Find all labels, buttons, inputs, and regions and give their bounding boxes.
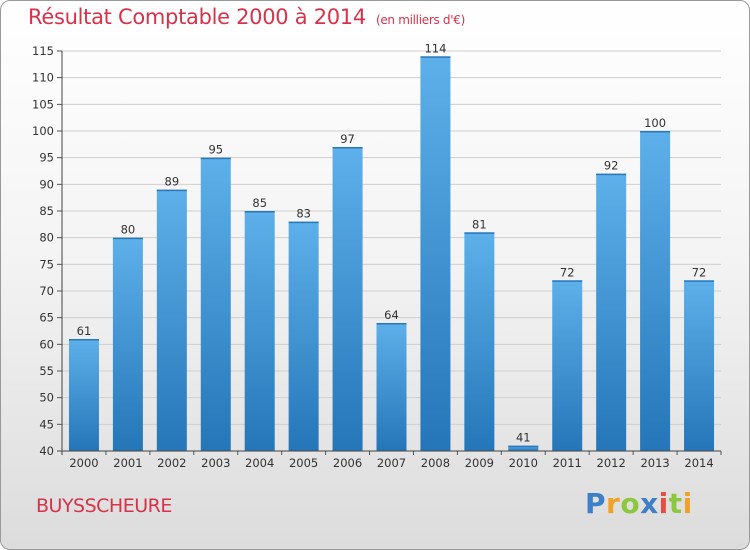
bar-top-edge [420,56,451,58]
x-tick-label-2009: 2009 [465,456,494,470]
y-tick-label: 60 [39,337,54,351]
y-tick-label: 90 [39,177,54,191]
bar-top-edge [508,445,539,448]
logo-letter: i [682,487,693,520]
bars [68,56,715,451]
y-tick-label: 100 [32,124,54,138]
value-label-2012: 92 [604,159,619,173]
bar-2008 [420,56,451,451]
y-tick-label: 45 [39,417,54,431]
bar-2012 [596,173,627,451]
bar-2009 [464,232,495,451]
x-tick-label-2013: 2013 [640,456,669,470]
data-labels: 61 80 89 95 85 83 97 64 114 81 41 72 92 100 72 [77,41,707,444]
bar-2006 [332,147,363,451]
bar-top-edge [244,211,275,213]
bar-2007 [376,323,407,451]
bar-2002 [156,189,187,451]
value-label-2010: 41 [516,431,531,445]
y-tick-label: 75 [39,257,54,271]
y-tick-label: 105 [32,97,54,111]
x-tick-label-2007: 2007 [377,456,406,470]
bar-top-edge [684,280,715,282]
logo-letter: r [606,487,621,520]
logo-letter: x [640,487,659,520]
value-label-2008: 114 [424,41,446,55]
y-tick-label: 50 [39,391,54,405]
value-label-2007: 64 [384,308,399,322]
axes: 40 45 50 55 60 65 70 75 80 85 90 95 100 105 110 115 2000… [32,44,722,470]
x-tick-label-2012: 2012 [597,456,626,470]
x-tick-label-2005: 2005 [289,456,318,470]
value-label-2009: 81 [472,217,487,231]
bar-top-edge [552,280,583,282]
y-tick-label: 55 [39,364,54,378]
bar-top-edge [288,221,319,224]
commune-name: BUYSSCHEURE [36,495,172,517]
x-tick-label-2010: 2010 [509,456,538,470]
x-tick-label-2003: 2003 [201,456,230,470]
bar-top-edge [376,323,407,325]
bar-2013 [640,131,671,451]
bar-2001 [112,237,143,451]
x-tick-label-2002: 2002 [157,456,186,470]
bar-top-edge [68,339,99,341]
bar-2000 [68,339,99,451]
bar-top-edge [200,157,231,160]
bar-2010 [508,445,539,451]
bar-2003 [200,157,231,451]
y-tick-label: 85 [39,204,54,218]
logo-letter: o [620,487,641,520]
bar-2014 [684,280,715,451]
x-tick-label-2004: 2004 [245,456,274,470]
y-tick-label: 95 [39,151,54,165]
x-tick-label-2011: 2011 [553,456,582,470]
logo-letter: i [658,487,669,520]
value-label-2000: 61 [77,324,92,338]
proxiti-logo[interactable]: Proxiti [585,487,693,520]
bar-top-edge [464,232,495,234]
y-tick-label: 80 [39,231,54,245]
x-tick-label-2008: 2008 [421,456,450,470]
value-label-2003: 95 [208,143,223,157]
x-tick-label-2001: 2001 [113,456,142,470]
y-tick-label: 110 [32,71,54,85]
bar-top-edge [596,173,627,176]
title-text: Résultat Comptable 2000 à 2014 [28,5,366,29]
value-label-2011: 72 [560,265,575,279]
bar-2004 [244,211,275,451]
chart-title: Résultat Comptable 2000 à 2014 (en millie… [28,5,465,29]
x-tick-label-2006: 2006 [333,456,362,470]
bar-top-edge [112,237,143,240]
y-tick-label: 65 [39,311,54,325]
y-tick-label: 115 [32,44,54,58]
y-tick-label: 40 [39,444,54,458]
bar-2005 [288,221,319,451]
value-label-2004: 85 [252,196,267,210]
x-tick-label-2014: 2014 [684,456,713,470]
value-label-2013: 100 [644,116,666,130]
value-label-2005: 83 [296,207,311,221]
x-tick-label-2000: 2000 [69,456,98,470]
bar-top-edge [332,147,363,149]
bar-top-edge [640,131,671,133]
y-tick-label: 70 [39,284,54,298]
unit-label: (en milliers d'€) [375,13,465,27]
value-label-2002: 89 [165,175,180,189]
logo-letter: t [668,487,683,520]
value-label-2014: 72 [692,265,707,279]
value-label-2006: 97 [340,132,355,146]
bar-top-edge [156,189,187,192]
value-label-2001: 80 [121,223,136,237]
logo-letter: P [585,487,607,520]
bar-2011 [552,280,583,451]
